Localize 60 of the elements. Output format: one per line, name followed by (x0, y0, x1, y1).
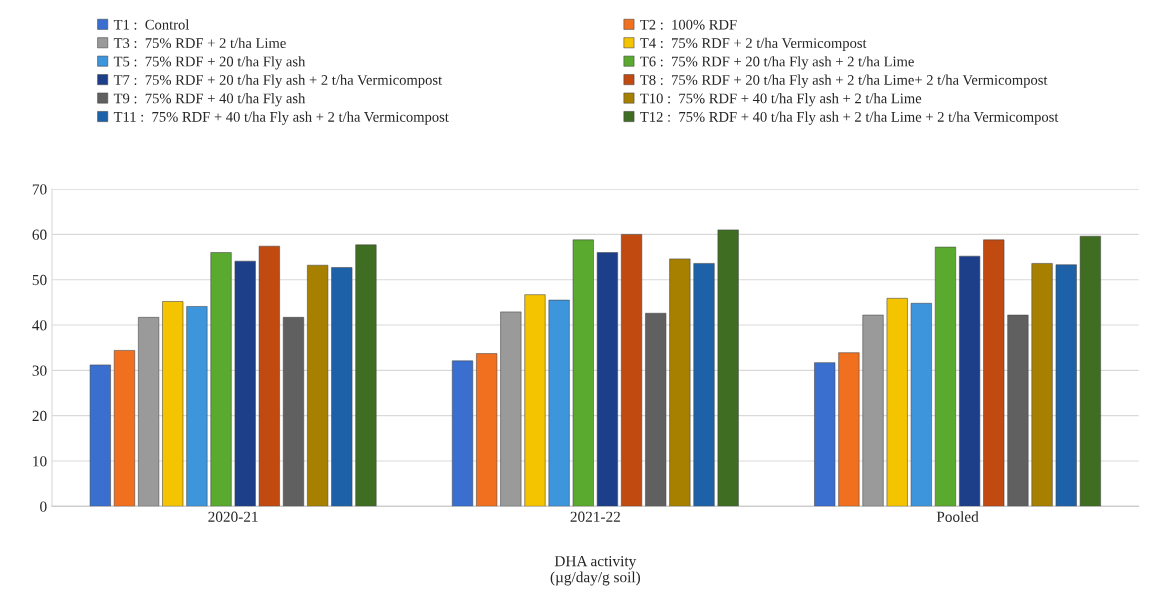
bar (814, 362, 836, 507)
bar (186, 306, 208, 507)
bar (645, 312, 667, 507)
bar (838, 352, 860, 507)
bar (355, 244, 377, 507)
legend-label: T11 : 75% RDF + 40 t/ha Fly ash + 2 t/ha Vermicompost (113, 111, 449, 125)
y-tick-label: 20 (32, 410, 47, 422)
bar (596, 252, 618, 507)
legend-label: T5 : 75% RDF + 20 t/ha Fly ash (113, 56, 306, 70)
legend-label: T2 : 100% RDF (640, 19, 737, 30)
legend-label: T7 : 75% RDF + 20 t/ha Fly ash + 2 t/ha Vermicompost (113, 74, 443, 88)
y-tick-label: 40 (32, 320, 47, 331)
bar (934, 246, 957, 507)
bar (910, 303, 932, 507)
bar (983, 239, 1005, 507)
y-tick-label: 60 (32, 229, 47, 240)
legend-label: T4 : 75% RDF + 2 t/ha Vermicompost (640, 37, 867, 51)
bar (886, 298, 908, 507)
bar (1031, 263, 1053, 507)
bar (476, 353, 498, 507)
bar (113, 350, 136, 507)
bar (138, 317, 160, 507)
x-tick-label: Pooled (936, 511, 979, 522)
bar (210, 252, 232, 507)
legend-label: T3 : 75% RDF + 2 t/ha Lime (113, 37, 286, 49)
bar (1007, 314, 1029, 507)
legend-label: T12 : 75% RDF + 40 t/ha Fly ash + 2 t/ha Lime + 2 t/ha Vermicompost (640, 111, 1059, 125)
bar (959, 255, 981, 507)
legend-label: T10 : 75% RDF + 40 t/ha Fly ash + 2 t/ha Lime (640, 93, 922, 107)
bar (282, 317, 305, 507)
x-axis-title: DHA activity (µg/day/g soil) (550, 556, 641, 586)
y-tick-label: 0 (40, 501, 47, 512)
y-tick-label: 30 (32, 365, 47, 376)
bar (862, 314, 884, 507)
bar (524, 294, 546, 507)
bar (548, 299, 570, 507)
legend-label: T8 : 75% RDF + 20 t/ha Fly ash + 2 t/ha Lime+ 2 t/ha Vermicompost (640, 74, 1048, 88)
bar (693, 263, 715, 507)
bar (500, 311, 522, 507)
bar (307, 264, 329, 507)
bar (1079, 235, 1101, 507)
bar (234, 260, 256, 507)
bar (621, 234, 643, 507)
bar (258, 245, 280, 507)
legend-label: T6 : 75% RDF + 20 t/ha Fly ash + 2 t/ha Lime (640, 56, 914, 70)
bar (451, 360, 474, 507)
bar (162, 301, 184, 507)
bar (669, 258, 691, 507)
bar (717, 229, 739, 507)
bar (331, 267, 353, 507)
legend-label: T1 : Control (113, 19, 190, 30)
x-tick-label: 2021-22 (570, 511, 620, 522)
bar (89, 364, 111, 507)
bar (572, 239, 594, 507)
bar (1055, 264, 1077, 507)
y-tick-label: 70 (32, 184, 47, 195)
legend-label: T9 : 75% RDF + 40 t/ha Fly ash (113, 93, 306, 107)
x-tick-label: 2020-21 (208, 511, 258, 522)
y-tick-label: 10 (33, 456, 47, 467)
y-tick-label: 50 (32, 274, 47, 286)
